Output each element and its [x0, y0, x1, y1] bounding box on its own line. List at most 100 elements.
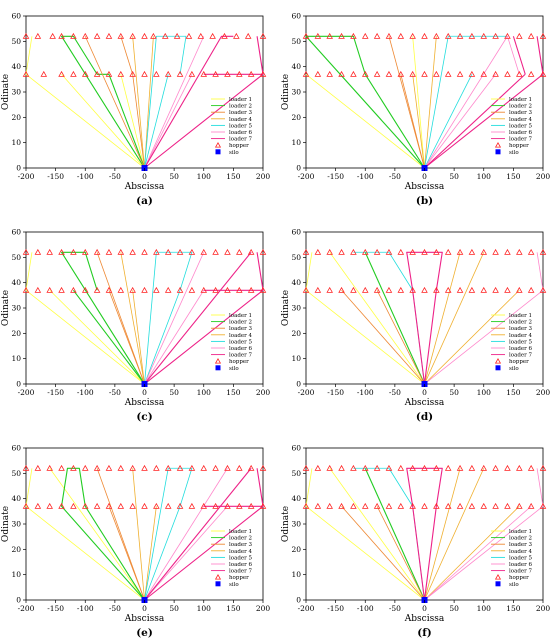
- hopper-marker: [433, 286, 440, 293]
- hopper-marker: [527, 464, 535, 471]
- hopper-marker: [397, 248, 405, 255]
- hopper-marker: [338, 464, 345, 471]
- hopper-marker: [361, 70, 369, 77]
- x-tick-label: 200: [536, 388, 550, 397]
- hopper-marker: [105, 502, 113, 509]
- hopper-marker: [188, 464, 196, 471]
- hopper-marker: [70, 464, 77, 471]
- legend-label: loader 6: [509, 562, 533, 568]
- hopper-marker: [397, 502, 405, 509]
- legend-swatch: [215, 365, 221, 371]
- y-tick-label: 10: [291, 354, 301, 363]
- route-line: [305, 35, 425, 169]
- legend-label: loader 2: [229, 536, 252, 542]
- route-line: [406, 251, 443, 385]
- hopper-marker: [314, 32, 322, 39]
- hopper-marker: [361, 464, 369, 471]
- x-tick-label: -200: [18, 604, 35, 613]
- hopper-marker: [409, 32, 416, 39]
- legend-label: loader 2: [509, 104, 532, 110]
- hopper-marker: [326, 502, 333, 509]
- hopper-marker: [314, 248, 322, 255]
- route-line: [144, 467, 193, 601]
- x-tick-label: -50: [109, 604, 121, 613]
- hopper-marker: [314, 502, 322, 509]
- legend-swatch: [495, 581, 501, 587]
- legend-label: loader 4: [229, 333, 253, 339]
- hopper-marker: [397, 32, 405, 39]
- hopper-marker: [361, 248, 369, 255]
- legend-label: loader 5: [509, 123, 533, 129]
- hopper-marker: [212, 464, 219, 471]
- hopper-marker: [302, 502, 310, 509]
- x-tick-label: -50: [389, 604, 401, 613]
- hopper-marker: [350, 32, 357, 39]
- x-tick-label: -150: [47, 604, 64, 613]
- hopper-marker: [212, 248, 219, 255]
- hopper-marker: [200, 248, 208, 255]
- hopper-marker: [46, 286, 53, 293]
- route-line: [424, 289, 520, 385]
- legend-swatch: [494, 141, 502, 148]
- y-tick-label: 10: [291, 570, 301, 579]
- route-line: [424, 252, 461, 385]
- legend-label: loader 4: [509, 549, 533, 555]
- route-line: [120, 74, 145, 169]
- y-tick-label: 10: [11, 354, 21, 363]
- legend-label: loader 6: [509, 130, 533, 136]
- hopper-marker: [209, 32, 216, 39]
- route-line: [144, 74, 193, 169]
- hopper-marker: [492, 32, 499, 39]
- hopper-marker: [361, 32, 369, 39]
- x-tick-label: 100: [197, 604, 212, 613]
- route-line: [424, 505, 520, 601]
- route-line: [305, 252, 425, 385]
- hopper-marker: [70, 248, 77, 255]
- hopper-marker: [421, 70, 428, 77]
- legend-label: loader 2: [229, 104, 252, 110]
- hopper-marker: [185, 32, 193, 39]
- hopper-marker: [444, 502, 452, 509]
- hopper-marker: [105, 70, 113, 77]
- hopper-marker: [314, 70, 322, 77]
- hopper-marker: [22, 464, 30, 471]
- hopper-marker: [516, 464, 523, 471]
- y-tick-label: 40: [11, 62, 21, 71]
- hopper-marker: [164, 248, 172, 255]
- hopper-marker: [117, 464, 125, 471]
- x-axis-title: Abscissa: [124, 614, 165, 624]
- route-line: [144, 506, 228, 601]
- hopper-marker: [338, 248, 345, 255]
- route-line: [329, 468, 425, 601]
- hopper-marker: [81, 502, 89, 509]
- hopper-marker: [173, 32, 181, 39]
- hopper-marker: [433, 502, 440, 509]
- hopper-marker: [527, 248, 535, 255]
- legend-label: silo: [509, 150, 519, 156]
- hopper-marker: [259, 70, 267, 77]
- hopper-marker: [259, 32, 267, 39]
- legend-label: loader 6: [229, 130, 253, 136]
- x-tick-label: 0: [422, 604, 427, 613]
- hopper-marker: [22, 248, 30, 255]
- plot-frame: [305, 15, 544, 169]
- hopper-marker: [105, 248, 113, 255]
- hopper-marker: [385, 248, 393, 255]
- hopper-marker: [504, 248, 511, 255]
- hopper-marker: [397, 286, 405, 293]
- hopper-marker: [81, 70, 89, 77]
- hopper-marker: [81, 248, 89, 255]
- hopper-marker: [117, 502, 125, 509]
- x-tick-label: 200: [536, 172, 550, 181]
- legend-label: loader 4: [229, 117, 253, 123]
- hopper-marker: [433, 248, 440, 255]
- route-line: [412, 36, 425, 169]
- hopper-marker: [480, 248, 488, 255]
- hopper-marker: [456, 464, 464, 471]
- legend-label: loader 3: [509, 326, 533, 332]
- hopper-marker: [164, 70, 172, 77]
- hopper-marker: [421, 464, 428, 471]
- y-tick-label: 30: [291, 520, 301, 529]
- hopper-marker: [350, 286, 357, 293]
